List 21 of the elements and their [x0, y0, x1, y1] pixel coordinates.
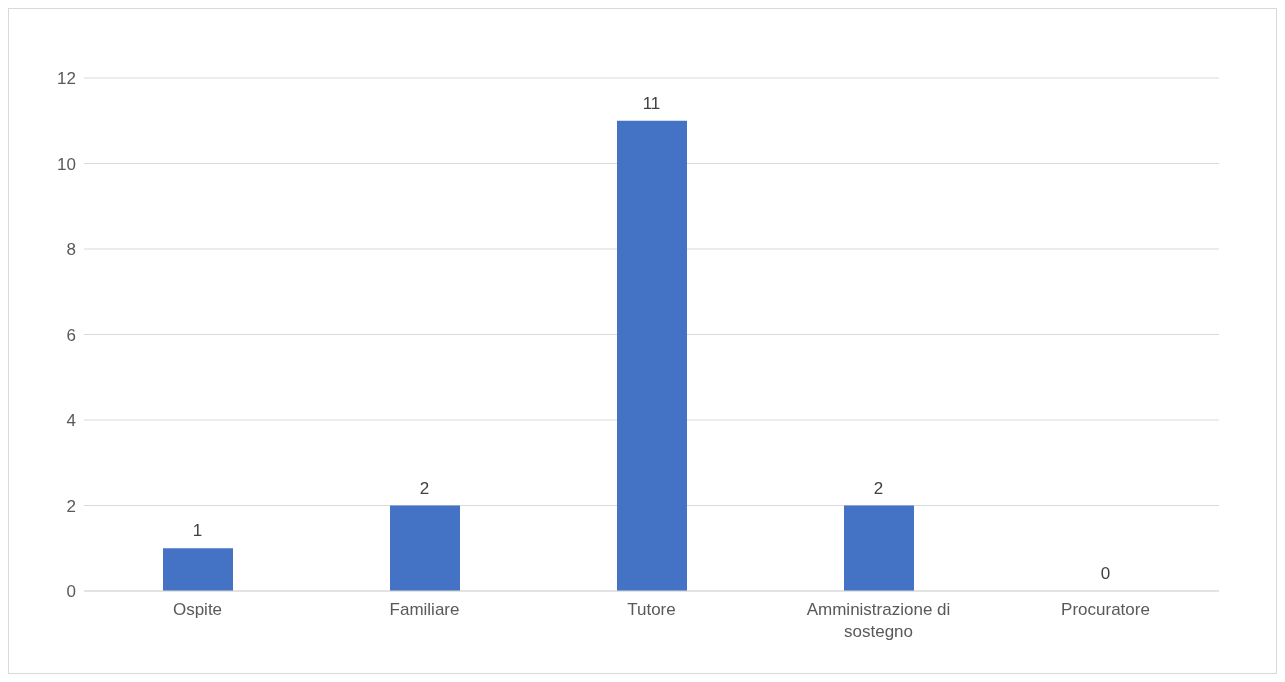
- data-label: 0: [1100, 564, 1111, 583]
- y-tick-label: 8: [66, 240, 76, 260]
- y-tick-label: 2: [66, 496, 76, 516]
- x-tick-label: Amministrazione di sostegno: [806, 600, 951, 641]
- data-label: 1: [192, 521, 203, 541]
- y-tick-label: 6: [66, 325, 76, 345]
- y-tick-label: 10: [57, 154, 76, 174]
- bar: [390, 505, 460, 591]
- data-label: 11: [642, 93, 661, 113]
- y-tick-label: 12: [57, 69, 76, 89]
- y-tick-label: 0: [66, 582, 76, 602]
- x-tick-label: Familiare: [389, 600, 460, 619]
- bar: [163, 548, 233, 591]
- bar: [617, 120, 687, 591]
- data-label: 2: [873, 478, 884, 498]
- y-tick-label: 4: [66, 411, 76, 431]
- data-label: 2: [419, 478, 430, 498]
- x-tick-label: Tutore: [627, 600, 676, 619]
- x-tick-label: Procuratore: [1061, 600, 1150, 619]
- bar: [844, 505, 914, 591]
- x-tick-label: Ospite: [172, 600, 223, 619]
